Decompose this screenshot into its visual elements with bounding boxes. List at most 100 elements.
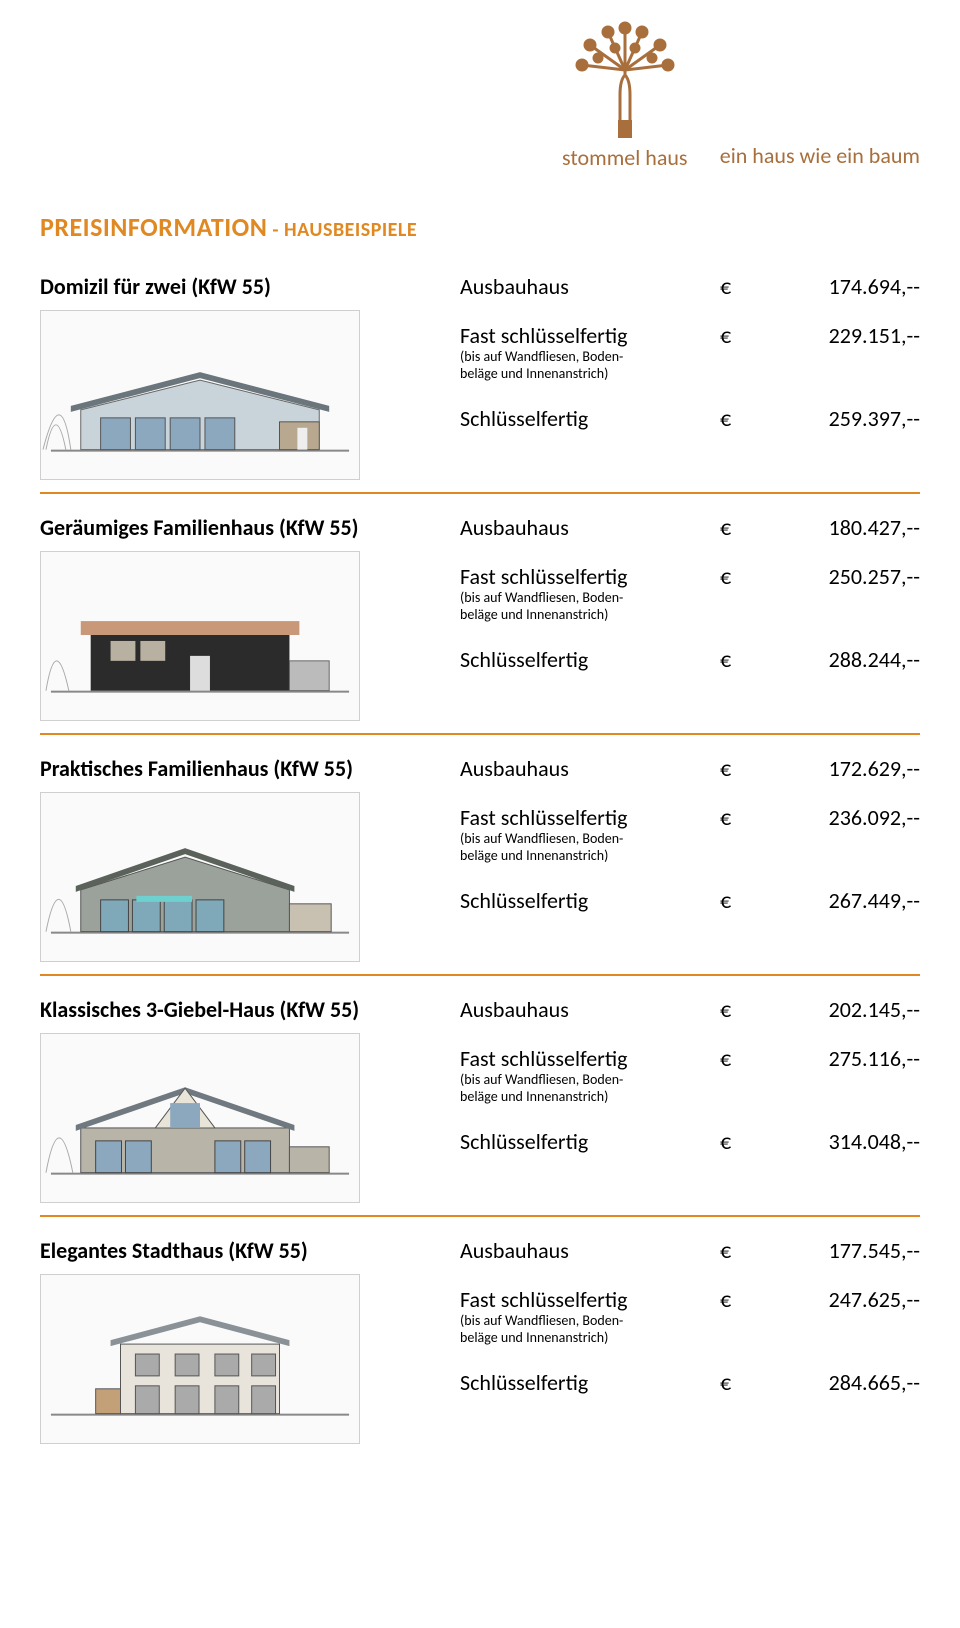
- price-label-wrap: Fast schlüsselfertig(bis auf Wandfliesen…: [460, 1286, 720, 1347]
- price-label: Schlüsselfertig: [460, 887, 720, 914]
- price-value: 288.244,--: [760, 646, 920, 673]
- section-divider: [40, 1215, 920, 1217]
- house-sketch-icon: [41, 1275, 359, 1443]
- house-sketch-icon: [41, 311, 359, 479]
- price-label: Schlüsselfertig: [460, 1369, 720, 1396]
- price-value: 275.116,--: [760, 1045, 920, 1072]
- price-value: 177.545,--: [760, 1237, 920, 1264]
- house-sketch-icon: [41, 552, 359, 720]
- house-block: Geräumiges Familienhaus (KfW 55)Ausbauha…: [40, 514, 920, 721]
- price-value: 247.625,--: [760, 1286, 920, 1313]
- price-column: Ausbauhaus€202.145,--Fast schlüsselferti…: [460, 996, 920, 1177]
- price-label-wrap: Schlüsselfertig: [460, 1369, 720, 1396]
- house-left-col: Geräumiges Familienhaus (KfW 55): [40, 514, 460, 721]
- price-note: (bis auf Wandfliesen, Boden-beläge und I…: [460, 831, 720, 865]
- price-value: 259.397,--: [760, 405, 920, 432]
- house-row: Praktisches Familienhaus (KfW 55)Ausbauh…: [40, 755, 920, 962]
- price-label-wrap: Schlüsselfertig: [460, 1128, 720, 1155]
- house-block: Elegantes Stadthaus (KfW 55)Ausbauhaus€1…: [40, 1237, 920, 1444]
- price-column: Ausbauhaus€180.427,--Fast schlüsselferti…: [460, 514, 920, 695]
- price-line: Schlüsselfertig€267.449,--: [460, 887, 920, 914]
- house-thumbnail: [40, 551, 360, 721]
- currency-symbol: €: [720, 1237, 760, 1264]
- price-label: Fast schlüsselfertig: [460, 804, 720, 831]
- price-value: 229.151,--: [760, 322, 920, 349]
- currency-symbol: €: [720, 273, 760, 300]
- price-value: 202.145,--: [760, 996, 920, 1023]
- price-label: Ausbauhaus: [460, 514, 720, 541]
- price-line: Ausbauhaus€202.145,--: [460, 996, 920, 1023]
- house-name: Klassisches 3-Giebel-Haus (KfW 55): [40, 996, 460, 1023]
- house-row: Klassisches 3-Giebel-Haus (KfW 55)Ausbau…: [40, 996, 920, 1203]
- page-header: stommel haus ein haus wie ein baum: [40, 20, 920, 171]
- price-label: Schlüsselfertig: [460, 1128, 720, 1155]
- price-line: Fast schlüsselfertig(bis auf Wandfliesen…: [460, 804, 920, 865]
- price-column: Ausbauhaus€177.545,-- Fast schlüsselferti…: [460, 1237, 920, 1418]
- price-label-wrap: Ausbauhaus: [460, 514, 720, 541]
- price-line: Schlüsselfertig€314.048,--: [460, 1128, 920, 1155]
- house-thumbnail: [40, 310, 360, 480]
- price-line: Ausbauhaus€177.545,--: [460, 1237, 920, 1264]
- price-value: 284.665,--: [760, 1369, 920, 1396]
- currency-symbol: €: [720, 514, 760, 541]
- price-line: Fast schlüsselfertig(bis auf Wandfliesen…: [460, 563, 920, 624]
- brand-name: stommel haus: [562, 144, 688, 171]
- page-title: PREISINFORMATION - HAUSBEISPIELE: [40, 211, 920, 243]
- brand-tagline: ein haus wie ein baum: [720, 142, 920, 169]
- price-note: (bis auf Wandfliesen, Boden-beläge und I…: [460, 349, 720, 383]
- price-line: Ausbauhaus€172.629,--: [460, 755, 920, 782]
- price-line: Schlüsselfertig€259.397,--: [460, 405, 920, 432]
- currency-symbol: €: [720, 1045, 760, 1072]
- price-label-wrap: Schlüsselfertig: [460, 887, 720, 914]
- house-block: Klassisches 3-Giebel-Haus (KfW 55)Ausbau…: [40, 996, 920, 1203]
- currency-symbol: €: [720, 646, 760, 673]
- title-main: PREISINFORMATION: [40, 211, 267, 243]
- price-column: Ausbauhaus€172.629,-- Fast schlüsselferti…: [460, 755, 920, 936]
- section-divider: [40, 733, 920, 735]
- price-value: 180.427,--: [760, 514, 920, 541]
- brand-logo-block: stommel haus: [560, 20, 690, 171]
- price-value: 172.629,--: [760, 755, 920, 782]
- price-note: (bis auf Wandfliesen, Boden-beläge und I…: [460, 590, 720, 624]
- tree-logo-icon: [560, 20, 690, 140]
- price-label: Schlüsselfertig: [460, 405, 720, 432]
- currency-symbol: €: [720, 563, 760, 590]
- house-sketch-icon: [41, 793, 359, 961]
- price-label-wrap: Schlüsselfertig: [460, 405, 720, 432]
- price-label-wrap: Fast schlüsselfertig(bis auf Wandfliesen…: [460, 563, 720, 624]
- price-label: Fast schlüsselfertig: [460, 322, 720, 349]
- house-row: Domizil für zwei (KfW 55)Ausbauhaus€174.…: [40, 273, 920, 480]
- price-value: 314.048,--: [760, 1128, 920, 1155]
- house-sketch-icon: [41, 1034, 359, 1202]
- price-label: Ausbauhaus: [460, 1237, 720, 1264]
- houses-list: Domizil für zwei (KfW 55)Ausbauhaus€174.…: [40, 273, 920, 1444]
- section-divider: [40, 974, 920, 976]
- house-block: Domizil für zwei (KfW 55)Ausbauhaus€174.…: [40, 273, 920, 480]
- price-value: 267.449,--: [760, 887, 920, 914]
- house-thumbnail: [40, 1274, 360, 1444]
- currency-symbol: €: [720, 755, 760, 782]
- price-line: Fast schlüsselfertig(bis auf Wandfliesen…: [460, 1286, 920, 1347]
- currency-symbol: €: [720, 405, 760, 432]
- house-left-col: Domizil für zwei (KfW 55): [40, 273, 460, 480]
- price-label-wrap: Fast schlüsselfertig(bis auf Wandfliesen…: [460, 322, 720, 383]
- price-label: Schlüsselfertig: [460, 646, 720, 673]
- price-label: Fast schlüsselfertig: [460, 563, 720, 590]
- price-label-wrap: Ausbauhaus: [460, 1237, 720, 1264]
- house-row: Elegantes Stadthaus (KfW 55)Ausbauhaus€1…: [40, 1237, 920, 1444]
- price-label: Fast schlüsselfertig: [460, 1286, 720, 1313]
- house-left-col: Klassisches 3-Giebel-Haus (KfW 55): [40, 996, 460, 1203]
- price-label: Ausbauhaus: [460, 996, 720, 1023]
- house-block: Praktisches Familienhaus (KfW 55)Ausbauh…: [40, 755, 920, 962]
- price-line: Fast schlüsselfertig(bis auf Wandfliesen…: [460, 322, 920, 383]
- price-label-wrap: Fast schlüsselfertig(bis auf Wandfliesen…: [460, 1045, 720, 1106]
- price-label: Ausbauhaus: [460, 273, 720, 300]
- price-label-wrap: Ausbauhaus: [460, 273, 720, 300]
- currency-symbol: €: [720, 887, 760, 914]
- price-label-wrap: Ausbauhaus: [460, 996, 720, 1023]
- house-left-col: Praktisches Familienhaus (KfW 55): [40, 755, 460, 962]
- house-row: Geräumiges Familienhaus (KfW 55)Ausbauha…: [40, 514, 920, 721]
- currency-symbol: €: [720, 1128, 760, 1155]
- price-value: 174.694,--: [760, 273, 920, 300]
- house-name: Domizil für zwei (KfW 55): [40, 273, 460, 300]
